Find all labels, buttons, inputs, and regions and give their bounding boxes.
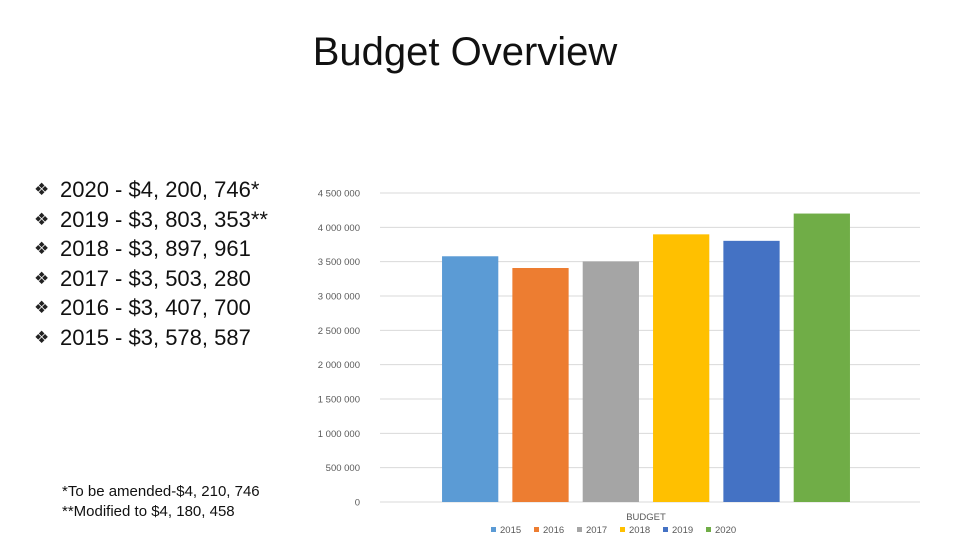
diamond-bullet-icon: ❖: [34, 268, 50, 288]
y-tick-label: 1 500 000: [318, 395, 360, 406]
list-item-text: 2015 - $3, 578, 587: [60, 324, 251, 350]
legend-swatch-2020: [706, 527, 711, 532]
legend-swatch-2015: [491, 527, 496, 532]
diamond-bullet-icon: ❖: [34, 180, 50, 199]
x-axis-label: BUDGET: [626, 512, 666, 523]
bar-2016: [512, 268, 569, 502]
diamond-bullet-icon: ❖: [34, 327, 50, 347]
y-tick-label: 3 000 000: [318, 292, 360, 303]
list-item-text: 2020 - $4, 200, 746*: [60, 177, 260, 202]
bar-2017: [582, 261, 639, 502]
y-tick-label: 2 500 000: [318, 326, 360, 337]
legend-swatch-2019: [663, 527, 668, 532]
bar-2019: [723, 240, 780, 502]
budget-list: ❖ 2020 - $4, 200, 746* ❖ 2019 - $3, 803, 3…: [34, 175, 268, 352]
legend-label-2018: 2018: [629, 525, 650, 536]
legend-label-2019: 2019: [672, 525, 693, 536]
legend-swatch-2018: [620, 527, 625, 532]
list-item: ❖ 2019 - $3, 803, 353**: [34, 205, 268, 235]
y-tick-label: 4 000 000: [318, 223, 360, 234]
legend-label-2016: 2016: [543, 525, 564, 536]
y-tick-label: 3 500 000: [318, 257, 360, 268]
bar-2015: [442, 256, 499, 502]
list-item: ❖ 2016 - $3, 407, 700: [34, 293, 268, 323]
y-tick-label: 2 000 000: [318, 360, 360, 371]
legend-label-2015: 2015: [500, 525, 521, 536]
bar-2018: [653, 234, 710, 502]
legend-swatch-2017: [577, 527, 582, 532]
diamond-bullet-icon: ❖: [34, 209, 50, 229]
list-item-text: 2019 - $3, 803, 353**: [60, 206, 268, 232]
y-tick-label: 0: [355, 498, 360, 509]
list-item-text: 2016 - $3, 407, 700: [60, 295, 251, 320]
y-tick-label: 1 000 000: [318, 429, 360, 440]
legend-label-2017: 2017: [586, 525, 607, 536]
bar-2020: [793, 213, 850, 502]
footnotes: *To be amended-$4, 210, 746 **Modified t…: [62, 482, 260, 522]
y-tick-label: 500 000: [326, 463, 360, 474]
diamond-bullet-icon: ❖: [34, 298, 50, 317]
list-item: ❖ 2020 - $4, 200, 746*: [34, 175, 268, 205]
list-item: ❖ 2018 - $3, 897, 961: [34, 234, 268, 264]
legend-label-2020: 2020: [715, 525, 736, 536]
list-item: ❖ 2017 - $3, 503, 280: [34, 264, 268, 294]
legend-swatch-2016: [534, 527, 539, 532]
y-tick-label: 4 500 000: [318, 189, 360, 200]
budget-bar-chart: 0 500 000 1 000 000 1 500 000 2 000 000 2 500…: [318, 189, 920, 536]
list-item-text: 2018 - $3, 897, 961: [60, 236, 251, 261]
list-item: ❖ 2015 - $3, 578, 587: [34, 323, 268, 353]
amended-note: *To be amended-$4, 210, 746: [62, 483, 260, 500]
list-item-text: 2017 - $3, 503, 280: [60, 265, 251, 291]
modified-note: **Modified to $4, 180, 458: [62, 503, 235, 520]
diamond-bullet-icon: ❖: [34, 239, 50, 258]
page-title: Budget Overview: [312, 30, 618, 74]
